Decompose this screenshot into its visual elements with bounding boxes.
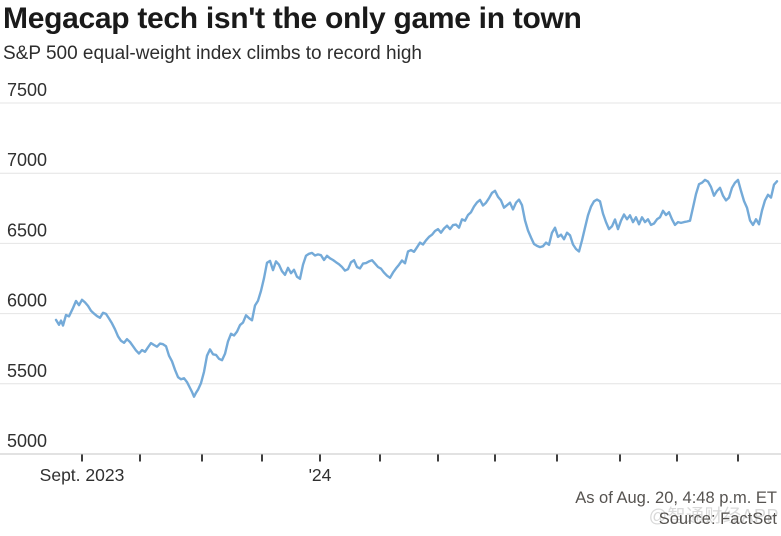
- y-tick-label: 5000: [7, 431, 47, 451]
- chart-subtitle: S&P 500 equal-weight index climbs to rec…: [3, 43, 422, 64]
- y-tick-label: 6000: [7, 291, 47, 311]
- y-tick-label: 6500: [7, 220, 47, 240]
- as-of-timestamp: As of Aug. 20, 4:48 p.m. ET: [575, 489, 777, 507]
- y-tick-label: 7000: [7, 150, 47, 170]
- x-axis-ticks: [81, 454, 739, 462]
- source-credit: Source: FactSet: [658, 510, 777, 528]
- chart-title: Megacap tech isn't the only game in town: [3, 2, 582, 35]
- x-axis-labels: Sept. 2023 '24: [40, 465, 332, 485]
- y-axis-labels: 7500 7000 6500 6000 5500 5000: [7, 80, 47, 451]
- y-tick-label: 5500: [7, 361, 47, 381]
- chart-header: Megacap tech isn't the only game in town…: [3, 2, 582, 65]
- x-tick-label: '24: [309, 465, 332, 485]
- y-tick-label: 7500: [7, 80, 47, 100]
- chart-footer: As of Aug. 20, 4:48 p.m. ET Source: Fact…: [575, 488, 777, 530]
- x-tick-label: Sept. 2023: [40, 465, 125, 485]
- gridlines: [0, 102, 781, 455]
- index-price-line: [54, 178, 779, 398]
- watermark-text: @智通财经APP: [648, 506, 779, 526]
